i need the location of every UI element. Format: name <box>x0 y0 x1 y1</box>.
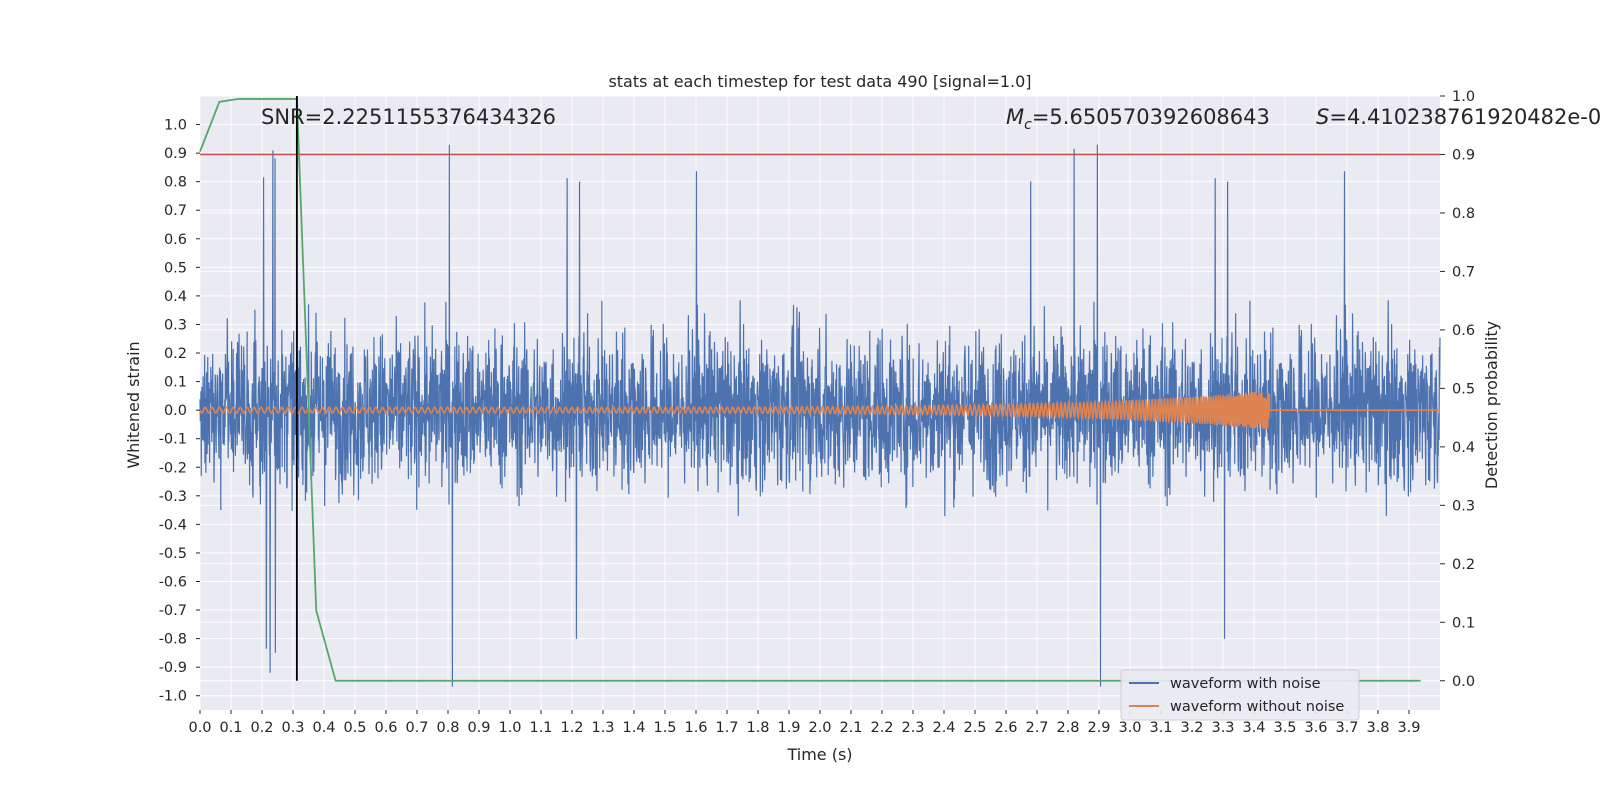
y-right-tick-label: 0.4 <box>1452 440 1475 456</box>
x-tick-label: 2.1 <box>839 720 862 736</box>
y-axis-right-label: Detection probability <box>1482 321 1501 489</box>
x-tick-label: 0.2 <box>250 720 273 736</box>
x-axis-label: Time (s) <box>786 745 852 764</box>
y-right-tick-label: 1.0 <box>1452 89 1475 105</box>
y-left-tick-label: 0.2 <box>164 346 187 362</box>
y-left-tick-label: 0.9 <box>164 146 187 162</box>
y-left-tick-label: -1.0 <box>159 689 187 705</box>
x-tick-label: 1.5 <box>653 720 676 736</box>
y-left-tick-label: -0.4 <box>159 517 187 533</box>
y-left-tick-label: -0.1 <box>159 432 187 448</box>
x-tick-label: 0.8 <box>436 720 459 736</box>
series-detection-probability <box>199 98 1421 682</box>
y-axis-right-ticks: 1.0 0.9 0.8 0.7 0.6 0.5 0.4 0.3 0.2 0.1 0.0 <box>1440 89 1475 690</box>
y-right-tick-label: 0.2 <box>1452 557 1475 573</box>
chirp-mass-value: =5.650570392608643 <box>1032 105 1270 129</box>
y-left-tick-label: 0.3 <box>164 317 187 333</box>
y-left-tick-label: -0.8 <box>159 632 187 648</box>
x-tick-label: 2.4 <box>932 720 955 736</box>
x-tick-label: 3.1 <box>1149 720 1172 736</box>
x-tick-label: 0.3 <box>281 720 304 736</box>
x-tick-label: 1.6 <box>684 720 707 736</box>
x-tick-label: 0.4 <box>312 720 335 736</box>
y-right-tick-label: 0.7 <box>1452 264 1475 280</box>
x-tick-label: 1.1 <box>529 720 552 736</box>
x-tick-label: 2.3 <box>901 720 924 736</box>
snr-annotation: SNR=2.2251155376434326 <box>261 105 556 129</box>
x-tick-label: 2.9 <box>1087 720 1110 736</box>
x-tick-label: 2.6 <box>994 720 1017 736</box>
x-tick-label: 1.8 <box>746 720 769 736</box>
x-tick-label: 0.1 <box>219 720 242 736</box>
legend: waveform with noise waveform without noi… <box>1120 669 1360 721</box>
x-tick-label: 2.8 <box>1056 720 1079 736</box>
chirp-mass-subscript: c <box>1024 117 1032 133</box>
x-tick-label: 3.0 <box>1118 720 1141 736</box>
y-right-tick-label: 0.6 <box>1452 323 1475 339</box>
x-axis-ticks: 0.0 0.1 0.2 0.3 0.4 0.5 0.6 0.7 0.8 0.9 1.0 1.1 1.2 1… <box>188 710 1421 736</box>
x-tick-label: 0.5 <box>343 720 366 736</box>
y-right-tick-label: 0.0 <box>1452 674 1475 690</box>
x-tick-label: 0.7 <box>405 720 428 736</box>
x-tick-label: 0.0 <box>188 720 211 736</box>
legend-box <box>1120 669 1360 721</box>
x-tick-label: 3.9 <box>1397 720 1420 736</box>
y-axis-left-label: Whitened strain <box>124 341 143 468</box>
y-right-tick-label: 0.9 <box>1452 147 1475 163</box>
x-tick-label: 3.2 <box>1180 720 1203 736</box>
chart-title: stats at each timestep for test data 490… <box>608 72 1031 91</box>
x-tick-label: 1.7 <box>715 720 738 736</box>
x-tick-label: 2.7 <box>1025 720 1048 736</box>
series-waveform-without-noise <box>199 392 1440 430</box>
s-annotation: S=4.410238761920482e-0 <box>1316 105 1600 129</box>
y-left-tick-label: 1.0 <box>164 118 187 134</box>
x-tick-label: 3.4 <box>1242 720 1265 736</box>
y-left-tick-label: -0.3 <box>159 489 187 505</box>
y-right-tick-label: 0.1 <box>1452 615 1475 631</box>
x-tick-label: 2.0 <box>808 720 831 736</box>
y-left-tick-label: -0.6 <box>159 574 187 590</box>
y-left-tick-label: 0.8 <box>164 175 187 191</box>
x-tick-label: 1.0 <box>498 720 521 736</box>
chirp-mass-symbol: M <box>1006 105 1024 129</box>
y-left-tick-label: 0.1 <box>164 375 187 391</box>
probability-line <box>199 98 1421 682</box>
y-axis-left-ticks: 1.0 0.9 0.8 0.7 0.6 0.5 0.4 0.3 0.2 0.1 0.0 -0.1 -0.… <box>159 118 200 705</box>
y-left-tick-label: 0.0 <box>164 403 187 419</box>
legend-label-clean: waveform without noise <box>1170 699 1344 715</box>
y-right-tick-label: 0.5 <box>1452 381 1475 397</box>
x-tick-label: 3.5 <box>1273 720 1296 736</box>
x-tick-label: 3.6 <box>1304 720 1327 736</box>
y-left-tick-label: -0.2 <box>159 460 187 476</box>
x-tick-label: 0.6 <box>374 720 397 736</box>
y-left-tick-label: -0.7 <box>159 603 187 619</box>
x-tick-label: 1.9 <box>777 720 800 736</box>
y-right-tick-label: 0.8 <box>1452 206 1475 222</box>
x-tick-label: 1.3 <box>591 720 614 736</box>
y-left-tick-label: 0.5 <box>164 260 187 276</box>
x-tick-label: 1.4 <box>622 720 645 736</box>
s-symbol: S <box>1316 105 1329 129</box>
x-tick-label: 0.9 <box>467 720 490 736</box>
y-left-tick-label: 0.7 <box>164 203 187 219</box>
y-left-tick-label: 0.4 <box>164 289 187 305</box>
y-left-tick-label: -0.5 <box>159 546 187 562</box>
x-tick-label: 3.7 <box>1335 720 1358 736</box>
legend-label-noise: waveform with noise <box>1170 676 1321 692</box>
y-left-tick-label: -0.9 <box>159 660 187 676</box>
y-right-tick-label: 0.3 <box>1452 498 1475 514</box>
x-tick-label: 3.8 <box>1366 720 1389 736</box>
chirp-mass-annotation: Mc=5.650570392608643 <box>1006 105 1270 133</box>
x-tick-label: 2.2 <box>870 720 893 736</box>
clean-waveform-line <box>199 392 1440 430</box>
y-left-tick-label: 0.6 <box>164 232 187 248</box>
s-value: =4.410238761920482e-0 <box>1329 105 1600 129</box>
x-tick-label: 3.3 <box>1211 720 1234 736</box>
x-tick-label: 2.5 <box>963 720 986 736</box>
x-tick-label: 1.2 <box>560 720 583 736</box>
